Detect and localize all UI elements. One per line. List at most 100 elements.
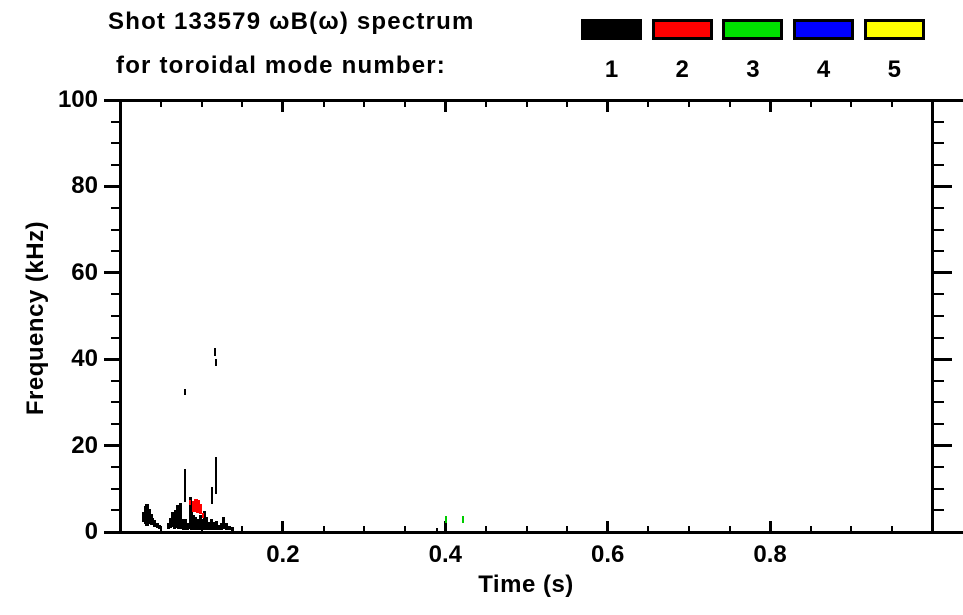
x-major-tick-bottom xyxy=(606,521,610,531)
plot-top-axis xyxy=(104,99,963,102)
y-major-tick-right xyxy=(934,444,952,448)
data-mark-mode-1 xyxy=(170,512,174,527)
y-minor-tick-left xyxy=(111,120,119,123)
legend-swatch-mode-1 xyxy=(581,19,642,40)
data-mark-mode-1 xyxy=(215,457,218,494)
data-mark-mode-1 xyxy=(180,519,184,530)
legend-swatch-mode-2 xyxy=(651,19,713,40)
y-minor-tick-right xyxy=(934,163,944,166)
x-minor-tick-bottom xyxy=(484,526,487,531)
x-minor-tick-top xyxy=(647,102,650,107)
x-minor-tick-bottom xyxy=(241,526,244,531)
chart-title-line2: for toroidal mode number: xyxy=(116,52,446,79)
x-major-tick-bottom xyxy=(281,521,285,531)
data-mark-mode-1 xyxy=(166,523,170,529)
y-minor-tick-right xyxy=(934,293,944,296)
x-major-tick-bottom xyxy=(443,521,447,531)
x-minor-tick-top xyxy=(200,102,203,107)
y-tick-label-80: 80 xyxy=(71,172,98,200)
y-major-tick-right xyxy=(934,271,952,275)
data-mark-mode-1 xyxy=(213,348,216,356)
plot-right-axis xyxy=(931,99,934,534)
x-tick-label-0.4: 0.4 xyxy=(428,541,462,568)
data-mark-mode-1 xyxy=(188,497,192,530)
y-minor-tick-left xyxy=(111,250,119,253)
legend-label-mode-4: 4 xyxy=(816,56,831,83)
data-mark-mode-1 xyxy=(197,520,201,530)
x-minor-tick-bottom xyxy=(687,526,690,531)
x-tick-label-0.6: 0.6 xyxy=(591,541,625,568)
x-minor-tick-bottom xyxy=(890,526,893,531)
x-major-tick-bottom xyxy=(768,521,772,531)
data-mark-mode-1 xyxy=(183,388,186,395)
x-minor-tick-top xyxy=(403,102,406,107)
y-major-tick-left xyxy=(104,357,119,361)
legend-label-mode-1: 1 xyxy=(604,56,619,83)
data-mark-mode-1 xyxy=(175,505,179,527)
y-major-tick-right xyxy=(934,98,952,102)
x-minor-tick-top xyxy=(566,102,569,107)
data-mark-mode-2 xyxy=(201,512,204,519)
y-minor-tick-left xyxy=(111,142,119,145)
y-major-tick-right xyxy=(934,184,952,188)
y-major-tick-right xyxy=(934,357,952,361)
data-mark-mode-1 xyxy=(212,522,216,531)
legend-swatch-mode-5 xyxy=(863,19,925,40)
x-minor-tick-top xyxy=(525,102,528,107)
legend-label-mode-3: 3 xyxy=(746,56,760,83)
data-mark-mode-1 xyxy=(172,517,176,529)
plot-left-axis xyxy=(119,99,122,534)
x-minor-tick-bottom xyxy=(160,526,163,531)
data-mark-mode-2 xyxy=(191,500,196,513)
y-major-tick-left xyxy=(104,98,119,102)
data-mark-mode-2 xyxy=(194,499,199,511)
x-minor-tick-top xyxy=(241,102,244,107)
data-mark-mode-1 xyxy=(179,503,183,529)
data-mark-mode-1 xyxy=(199,514,203,530)
legend-swatch-mode-3 xyxy=(722,19,784,40)
x-minor-tick-top xyxy=(687,102,690,107)
y-minor-tick-left xyxy=(111,487,119,490)
x-minor-tick-bottom xyxy=(363,526,366,531)
y-minor-tick-right xyxy=(934,228,944,231)
x-minor-tick-bottom xyxy=(525,526,528,531)
x-minor-tick-top xyxy=(322,102,325,107)
y-major-tick-left xyxy=(104,271,119,275)
x-minor-tick-bottom xyxy=(322,526,325,531)
x-major-tick-top xyxy=(768,102,772,112)
legend-label-mode-2: 2 xyxy=(675,56,689,83)
data-mark-mode-1 xyxy=(196,519,200,530)
y-minor-tick-right xyxy=(934,315,944,317)
data-mark-mode-1 xyxy=(177,514,181,529)
data-mark-mode-1 xyxy=(169,518,173,529)
x-minor-tick-bottom xyxy=(403,526,406,531)
y-minor-tick-right xyxy=(934,509,944,512)
data-mark-mode-1 xyxy=(153,519,157,527)
y-minor-tick-left xyxy=(111,336,119,339)
data-mark-mode-1 xyxy=(222,517,226,529)
y-tick-label-40: 40 xyxy=(71,345,98,373)
x-major-tick-top xyxy=(443,102,447,112)
y-minor-tick-right xyxy=(934,379,944,382)
data-mark-mode-1 xyxy=(217,525,221,531)
y-minor-tick-right xyxy=(934,423,944,425)
y-minor-tick-right xyxy=(934,466,944,469)
data-mark-mode-1 xyxy=(183,469,186,502)
x-minor-tick-bottom xyxy=(647,526,650,531)
y-minor-tick-left xyxy=(111,315,119,317)
y-minor-tick-right xyxy=(934,487,944,490)
y-minor-tick-left xyxy=(111,423,119,425)
data-mark-mode-3 xyxy=(445,516,448,524)
x-minor-tick-top xyxy=(890,102,893,107)
y-tick-label-0: 0 xyxy=(84,518,98,545)
x-minor-tick-top xyxy=(809,102,812,107)
data-mark-mode-1 xyxy=(209,519,213,531)
data-mark-mode-1 xyxy=(227,525,231,531)
data-mark-mode-1 xyxy=(231,526,235,531)
x-minor-tick-top xyxy=(484,102,487,107)
data-mark-mode-1 xyxy=(190,510,194,530)
y-minor-tick-right xyxy=(934,336,944,339)
data-mark-mode-1 xyxy=(192,514,196,530)
x-minor-tick-bottom xyxy=(850,526,853,531)
data-mark-mode-1 xyxy=(205,517,209,530)
